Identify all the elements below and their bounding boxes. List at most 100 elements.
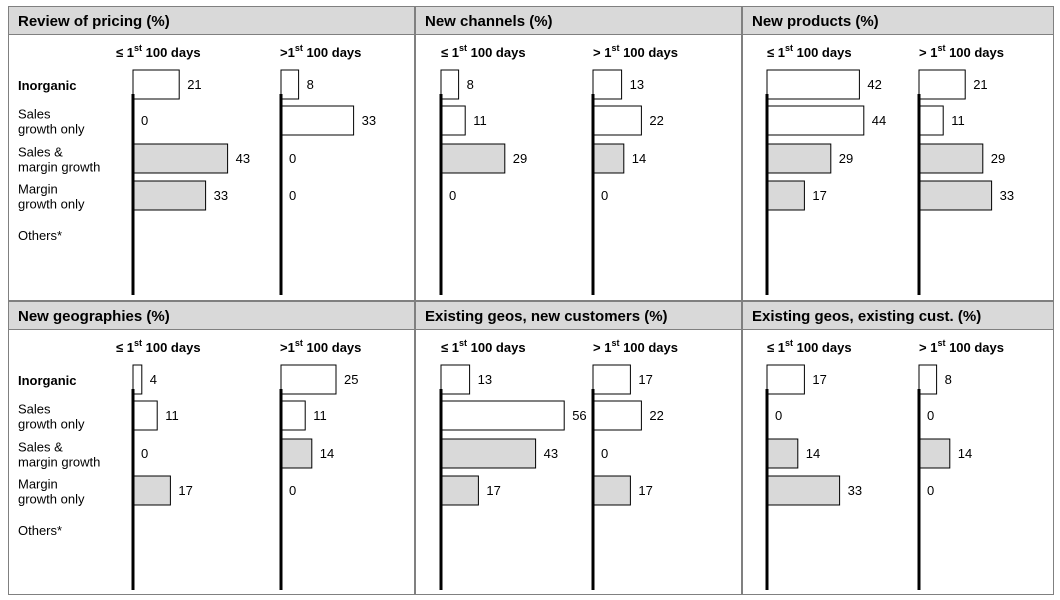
value-label-5-2-2: 22 bbox=[649, 408, 663, 423]
bar-5-1-2 bbox=[440, 400, 565, 431]
value-label-1-1-3: 43 bbox=[236, 151, 250, 166]
value-label-1-1-4: 33 bbox=[214, 188, 228, 203]
category-label-2-3: Sales & margin growth bbox=[18, 440, 100, 470]
value-label-4-1-3: 0 bbox=[141, 446, 148, 461]
value-label-4-2-4: 0 bbox=[289, 483, 296, 498]
category-label-2-1: Inorganic bbox=[18, 373, 77, 388]
value-label-6-1-3: 14 bbox=[806, 446, 820, 461]
value-label-2-1-4: 0 bbox=[449, 188, 456, 203]
panel-title-3: New products (%) bbox=[752, 13, 879, 30]
value-label-6-2-2: 0 bbox=[927, 408, 934, 423]
category-label-2-5: Others* bbox=[18, 523, 62, 538]
value-label-5-1-1: 13 bbox=[478, 372, 492, 387]
value-label-5-2-3: 0 bbox=[601, 446, 608, 461]
bar-6-2-1 bbox=[918, 364, 938, 395]
bar-3-1-2 bbox=[766, 105, 865, 136]
value-label-2-2-4: 0 bbox=[601, 188, 608, 203]
bar-6-1-4 bbox=[766, 475, 841, 506]
value-label-6-2-4: 0 bbox=[927, 483, 934, 498]
series-label-3-2: > 1st 100 days bbox=[919, 43, 1004, 60]
value-label-3-2-2: 11 bbox=[951, 113, 965, 128]
bar-1-2-2 bbox=[280, 105, 355, 136]
category-label-2-4: Margin growth only bbox=[18, 477, 85, 507]
value-label-5-1-3: 43 bbox=[544, 446, 558, 461]
series-label-5-1: ≤ 1st 100 days bbox=[441, 338, 526, 355]
bar-3-2-4 bbox=[918, 180, 993, 211]
panel-border-1 bbox=[8, 6, 415, 301]
bar-5-2-4 bbox=[592, 475, 631, 506]
series-label-2-1: ≤ 1st 100 days bbox=[441, 43, 526, 60]
series-label-6-1: ≤ 1st 100 days bbox=[767, 338, 852, 355]
value-label-4-2-2: 11 bbox=[313, 408, 327, 423]
bar-6-2-3 bbox=[918, 438, 951, 469]
panel-header-5 bbox=[415, 301, 742, 330]
category-label-1-1: Inorganic bbox=[18, 78, 77, 93]
bar-2-2-2 bbox=[592, 105, 642, 136]
category-label-1-5: Others* bbox=[18, 228, 62, 243]
value-label-4-1-1: 4 bbox=[150, 372, 157, 387]
panel-title-6: Existing geos, existing cust. (%) bbox=[752, 308, 981, 325]
category-label-1-2: Sales growth only bbox=[18, 107, 85, 137]
value-label-3-1-1: 42 bbox=[867, 77, 881, 92]
bar-5-1-4 bbox=[440, 475, 479, 506]
bar-2-1-3 bbox=[440, 143, 506, 174]
bar-2-1-2 bbox=[440, 105, 466, 136]
value-label-4-1-4: 17 bbox=[178, 483, 192, 498]
panel-header-4 bbox=[8, 301, 415, 330]
value-label-6-2-1: 8 bbox=[945, 372, 952, 387]
value-label-3-1-3: 29 bbox=[839, 151, 853, 166]
bar-2-2-3 bbox=[592, 143, 625, 174]
bar-4-1-4 bbox=[132, 475, 171, 506]
panel-border-2 bbox=[415, 6, 742, 301]
series-label-4-2: >1st 100 days bbox=[280, 338, 361, 355]
bar-1-2-1 bbox=[280, 69, 300, 100]
value-label-3-2-1: 21 bbox=[973, 77, 987, 92]
panel-title-4: New geographies (%) bbox=[18, 308, 170, 325]
bar-6-1-3 bbox=[766, 438, 799, 469]
category-label-1-3: Sales & margin growth bbox=[18, 145, 100, 175]
value-label-1-1-2: 0 bbox=[141, 113, 148, 128]
series-label-1-2: >1st 100 days bbox=[280, 43, 361, 60]
bar-3-2-2 bbox=[918, 105, 944, 136]
value-label-1-2-4: 0 bbox=[289, 188, 296, 203]
value-label-3-1-2: 44 bbox=[872, 113, 886, 128]
category-label-2-2: Sales growth only bbox=[18, 402, 85, 432]
bar-5-1-3 bbox=[440, 438, 537, 469]
bar-3-2-3 bbox=[918, 143, 984, 174]
series-label-2-2: > 1st 100 days bbox=[593, 43, 678, 60]
bar-2-2-1 bbox=[592, 69, 623, 100]
series-label-5-2: > 1st 100 days bbox=[593, 338, 678, 355]
panel-title-1: Review of pricing (%) bbox=[18, 13, 170, 30]
chart-svg: Review of pricing (%) Inorganic Sales growt… bbox=[8, 6, 1054, 596]
panel-border-3 bbox=[742, 6, 1054, 301]
bar-5-2-1 bbox=[592, 364, 631, 395]
value-label-6-1-4: 33 bbox=[848, 483, 862, 498]
bar-1-1-3 bbox=[132, 143, 229, 174]
bar-4-2-2 bbox=[280, 400, 306, 431]
value-label-2-2-3: 14 bbox=[632, 151, 646, 166]
value-label-3-1-4: 17 bbox=[812, 188, 826, 203]
bar-3-2-1 bbox=[918, 69, 966, 100]
value-label-5-1-4: 17 bbox=[486, 483, 500, 498]
value-label-1-2-2: 33 bbox=[362, 113, 376, 128]
value-label-6-2-3: 14 bbox=[958, 446, 972, 461]
value-label-1-1-1: 21 bbox=[187, 77, 201, 92]
value-label-4-1-2: 11 bbox=[165, 408, 179, 423]
bar-1-1-4 bbox=[132, 180, 207, 211]
bar-2-1-1 bbox=[440, 69, 460, 100]
value-label-5-1-2: 56 bbox=[572, 408, 586, 423]
bar-1-1-1 bbox=[132, 69, 180, 100]
bar-4-2-3 bbox=[280, 438, 313, 469]
value-label-3-2-4: 33 bbox=[1000, 188, 1014, 203]
bar-3-1-4 bbox=[766, 180, 805, 211]
value-label-2-1-3: 29 bbox=[513, 151, 527, 166]
value-label-2-1-2: 11 bbox=[473, 113, 487, 128]
bar-4-2-1 bbox=[280, 364, 337, 395]
value-label-6-1-1: 17 bbox=[812, 372, 826, 387]
value-label-5-2-4: 17 bbox=[638, 483, 652, 498]
series-label-1-1: ≤ 1st 100 days bbox=[116, 43, 201, 60]
bar-3-1-3 bbox=[766, 143, 832, 174]
bar-6-1-1 bbox=[766, 364, 805, 395]
value-label-4-2-3: 14 bbox=[320, 446, 334, 461]
value-label-2-1-1: 8 bbox=[467, 77, 474, 92]
